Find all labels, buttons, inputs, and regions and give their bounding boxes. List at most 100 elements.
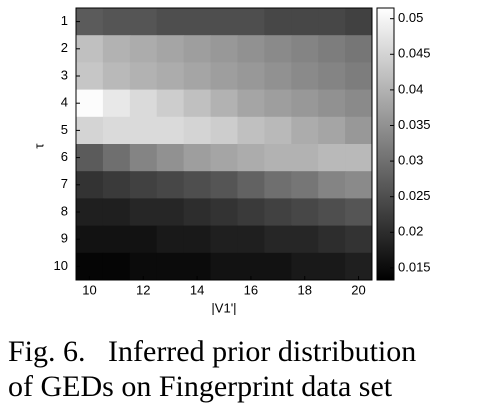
heatmap-cell bbox=[264, 62, 292, 91]
colorbar-tick-label: 0.02 bbox=[398, 224, 423, 239]
heatmap-cell bbox=[76, 198, 104, 227]
heatmap-cell bbox=[291, 171, 319, 199]
heatmap-cell bbox=[264, 252, 292, 281]
y-tick-label: 9 bbox=[61, 231, 68, 246]
heatmap-cell bbox=[264, 198, 292, 227]
heatmap-cell bbox=[318, 62, 346, 91]
heatmap-cell bbox=[210, 116, 238, 145]
heatmap-cell bbox=[237, 225, 265, 254]
heatmap-cell bbox=[264, 89, 292, 118]
y-tick-label: 2 bbox=[61, 40, 68, 55]
heatmap-cell bbox=[237, 62, 265, 91]
heatmap-cell bbox=[264, 116, 292, 145]
heatmap-cell bbox=[102, 171, 131, 199]
heatmap-cell bbox=[129, 171, 158, 199]
heatmap-cell bbox=[76, 252, 104, 281]
x-tick-label: 20 bbox=[351, 282, 365, 297]
heatmap-cell bbox=[210, 225, 238, 254]
heatmap-cell bbox=[129, 116, 158, 145]
heatmap-cell bbox=[129, 89, 158, 118]
heatmap-cell bbox=[102, 116, 131, 145]
heatmap-cell bbox=[129, 252, 158, 281]
heatmap-cell bbox=[345, 8, 373, 36]
heatmap-cell bbox=[76, 8, 104, 36]
y-tick-label: 8 bbox=[61, 203, 68, 218]
colorbar-tick-label: 0.03 bbox=[398, 153, 423, 168]
heatmap-cell bbox=[156, 89, 185, 118]
heatmap-cell bbox=[129, 62, 158, 91]
heatmap-cell bbox=[291, 89, 319, 118]
heatmap-cell bbox=[210, 8, 238, 36]
heatmap-cell bbox=[76, 144, 104, 172]
heatmap-cell bbox=[345, 62, 373, 91]
heatmap-cell bbox=[183, 225, 212, 254]
heatmap-cell bbox=[264, 35, 292, 63]
y-tick-label: 5 bbox=[61, 122, 68, 137]
caption-line: of GEDs on Fingerprint data set bbox=[8, 370, 393, 403]
heatmap-cell bbox=[183, 116, 212, 145]
colorbar-tick-label: 0.04 bbox=[398, 81, 423, 96]
heatmap-cell bbox=[291, 62, 319, 91]
heatmap-cell bbox=[129, 225, 158, 254]
x-tick-label: 12 bbox=[136, 282, 150, 297]
heatmap-cell bbox=[129, 144, 158, 172]
heatmap-cell bbox=[264, 144, 292, 172]
heatmap-cell bbox=[210, 171, 238, 199]
heatmap-cell bbox=[345, 35, 373, 63]
heatmap-cell bbox=[183, 252, 212, 281]
heatmap-cell bbox=[318, 252, 346, 281]
heatmap-cell bbox=[291, 198, 319, 227]
heatmap-cell bbox=[183, 144, 212, 172]
colorbar-tick-label: 0.015 bbox=[398, 259, 431, 274]
heatmap-cell bbox=[156, 171, 185, 199]
heatmap-cell bbox=[237, 144, 265, 172]
heatmap-cell bbox=[237, 198, 265, 227]
heatmap-cell bbox=[345, 252, 373, 281]
heatmap-cell bbox=[102, 62, 131, 91]
heatmap-cell bbox=[345, 225, 373, 254]
heatmap-cell bbox=[156, 144, 185, 172]
colorbar-tick-label: 0.05 bbox=[398, 10, 423, 25]
heatmap-cell bbox=[291, 116, 319, 145]
heatmap-cell bbox=[102, 144, 131, 172]
heatmap-cell bbox=[129, 198, 158, 227]
heatmap-cell bbox=[156, 225, 185, 254]
heatmap-cell bbox=[156, 252, 185, 281]
heatmap-cell bbox=[237, 35, 265, 63]
heatmap-cell bbox=[291, 252, 319, 281]
y-tick-label: 6 bbox=[61, 149, 68, 164]
heatmap-cell bbox=[183, 62, 212, 91]
x-tick-label: 16 bbox=[244, 282, 258, 297]
heatmap-cell bbox=[318, 116, 346, 145]
y-tick-label: 7 bbox=[61, 176, 68, 191]
heatmap-cell bbox=[345, 171, 373, 199]
heatmap-cell bbox=[76, 171, 104, 199]
heatmap-cell bbox=[102, 198, 131, 227]
heatmap-cell bbox=[102, 8, 131, 36]
heatmap-cell bbox=[291, 35, 319, 63]
heatmap-cell bbox=[183, 171, 212, 199]
y-tick-label: 10 bbox=[54, 258, 68, 273]
colorbar-tick-label: 0.045 bbox=[398, 46, 431, 61]
heatmap-cell bbox=[237, 252, 265, 281]
heatmap-cell bbox=[210, 62, 238, 91]
heatmap-cell bbox=[76, 62, 104, 91]
heatmap-cell bbox=[183, 8, 212, 36]
heatmap-cell bbox=[129, 35, 158, 63]
heatmap-cell bbox=[345, 116, 373, 145]
heatmap-cell bbox=[156, 35, 185, 63]
y-tick-label: 3 bbox=[61, 67, 68, 82]
colorbar-tick-label: 0.025 bbox=[398, 188, 431, 203]
heatmap-cell bbox=[102, 225, 131, 254]
heatmap-cell bbox=[76, 116, 104, 145]
heatmap-cell bbox=[318, 144, 346, 172]
heatmap-cell bbox=[183, 89, 212, 118]
heatmap-cell bbox=[210, 35, 238, 63]
heatmap-cell bbox=[318, 89, 346, 118]
heatmap-cell bbox=[156, 62, 185, 91]
heatmap-cell bbox=[291, 225, 319, 254]
heatmap-cell bbox=[102, 35, 131, 63]
y-axis-label: τ bbox=[31, 143, 46, 149]
x-tick-label: 18 bbox=[297, 282, 311, 297]
caption-line: Fig. 6. Inferred prior distribution bbox=[8, 335, 417, 368]
